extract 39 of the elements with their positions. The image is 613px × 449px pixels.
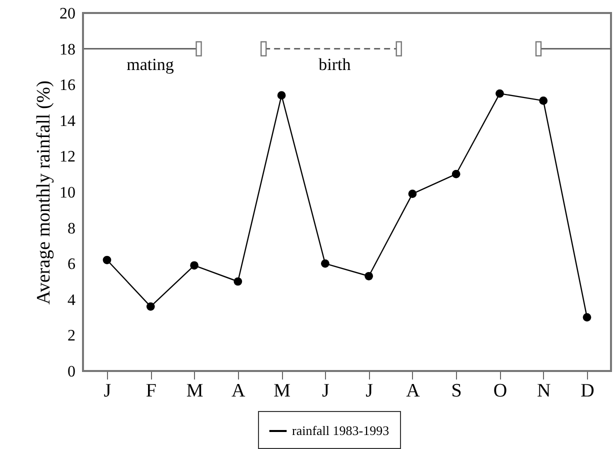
x-tick-label: A	[406, 380, 420, 402]
x-tick-label: M	[274, 380, 291, 402]
point	[539, 96, 548, 105]
point	[146, 302, 155, 311]
x-tick-label: M	[186, 380, 204, 402]
point	[452, 170, 460, 178]
y-tick-label: 20	[60, 6, 76, 22]
annotation: mating	[126, 54, 174, 75]
point	[277, 91, 286, 100]
y-tick-label: 16	[60, 77, 76, 94]
point	[102, 256, 112, 264]
point	[408, 190, 417, 198]
point	[190, 261, 198, 270]
y-tick-label: 2	[68, 328, 76, 345]
x-tick-label: F	[146, 380, 156, 402]
point	[321, 259, 330, 268]
y-tick-label: 18	[60, 41, 76, 58]
x-tick-label: J	[366, 380, 374, 402]
y-tick-label: 6	[68, 256, 76, 274]
point	[364, 272, 373, 280]
x-tick-label: N	[536, 380, 551, 402]
y-tick-label: 12	[60, 148, 76, 166]
y-axis-title: Average monthly rainfall (%)	[34, 80, 54, 304]
x-tick-label: O	[493, 380, 508, 402]
x-tick-label: J	[322, 380, 330, 402]
annotation: birth	[318, 54, 351, 75]
point	[582, 313, 592, 322]
point	[234, 277, 242, 286]
x-tick-label: S	[451, 380, 462, 402]
y-tick-label: 4	[68, 292, 76, 309]
y-tick-label: 0	[68, 364, 76, 380]
point	[496, 89, 504, 98]
y-tick-label: 14	[60, 112, 76, 130]
x-tick-label: D	[580, 380, 594, 402]
y-tick-label: 10	[60, 184, 76, 202]
x-tick-label: J	[104, 380, 112, 402]
x-tick-label: A	[232, 380, 246, 402]
y-tick-label: 8	[68, 220, 76, 238]
legend-label: rainfall 1983-1993	[292, 423, 390, 438]
